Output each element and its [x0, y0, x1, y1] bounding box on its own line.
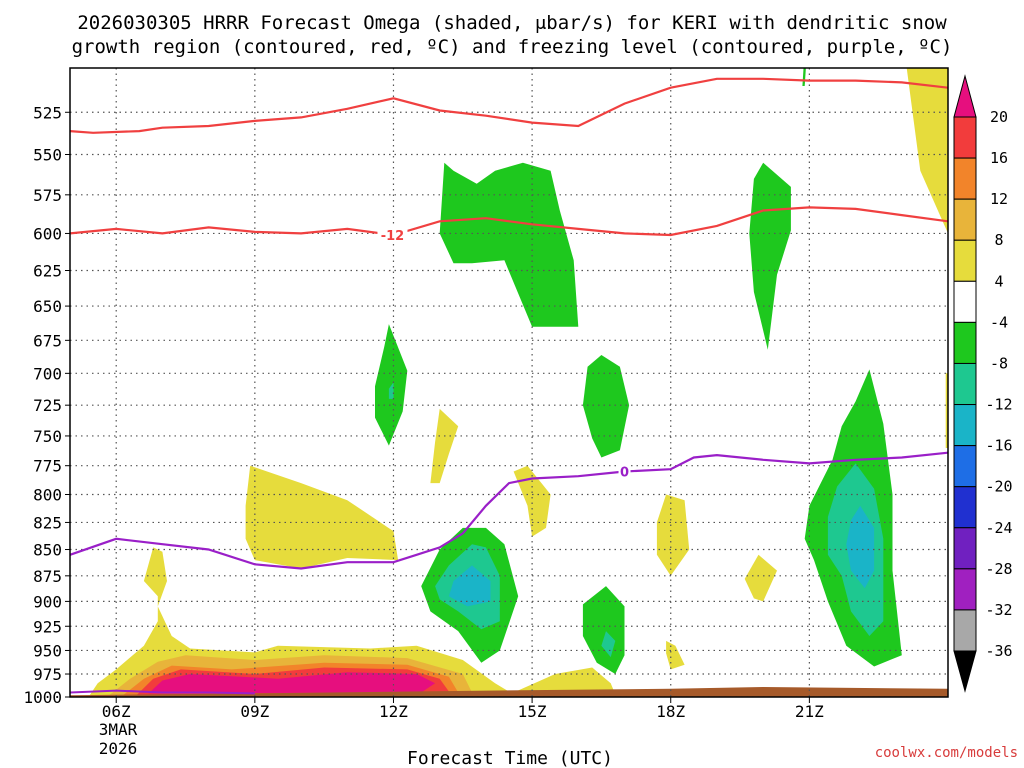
colorbar-top-arrow — [953, 74, 977, 118]
omega-shade-5-level-4 — [245, 465, 399, 569]
colorbar-label-16: 16 — [990, 149, 1008, 167]
x-tick-label-09Z: 09Z — [240, 702, 269, 721]
terrain-surface — [70, 687, 948, 697]
y-tick-label-675: 675 — [33, 331, 62, 350]
omega-shade-26-level--12 — [846, 505, 875, 589]
colorbar-swatch-2 — [953, 198, 977, 241]
colorbar-label--16: -16 — [985, 437, 1012, 455]
chart-title-line-2: growth region (contoured, red, ºC) and f… — [72, 36, 953, 58]
omega-shade-4-level-20 — [148, 672, 436, 694]
credit-link[interactable]: coolwx.com/models — [875, 745, 1018, 761]
plot-area: -12 0 — [69, 67, 949, 698]
colorbar-swatch-3 — [953, 239, 977, 282]
x-axis-label: Forecast Time (UTC) — [407, 748, 613, 768]
omega-shade-22-level--4 — [582, 586, 625, 674]
omega-shade-15-level--4 — [375, 324, 408, 446]
omega-shade-23-level--8 — [601, 631, 616, 658]
omega-shade-9-level-4 — [744, 554, 777, 602]
y-tick-label-650: 650 — [33, 297, 62, 316]
colorbar-swatch-7 — [953, 404, 977, 447]
plot-frame — [69, 67, 949, 698]
omega-shade-17-level--4 — [582, 355, 630, 458]
y-tick-label-750: 750 — [33, 427, 62, 446]
colorbar-swatch-9 — [953, 486, 977, 529]
freezing-level-line — [70, 451, 948, 570]
y-tick-label-925: 925 — [33, 617, 62, 636]
y-tick-label-825: 825 — [33, 513, 62, 532]
y-tick-label-800: 800 — [33, 486, 62, 505]
y-tick-label-575: 575 — [33, 186, 62, 205]
omega-shade-16-level--8 — [388, 382, 394, 399]
y-tick-label-700: 700 — [33, 364, 62, 383]
colorbar-swatch-8 — [953, 445, 977, 488]
omega-shade-21-level--12 — [448, 565, 491, 607]
freezing-level-label-bg — [618, 463, 631, 479]
colorbar-swatch-5 — [953, 321, 977, 364]
colorbar-label--36: -36 — [985, 642, 1012, 660]
y-tick-label-550: 550 — [33, 145, 62, 164]
colorbar-label--12: -12 — [985, 396, 1012, 414]
y-tick-label-775: 775 — [33, 457, 62, 476]
omega-shade-12-level-4 — [906, 68, 948, 234]
omega-shade-8-level-4 — [656, 494, 690, 576]
colorbar-label-4: 4 — [994, 272, 1003, 290]
lower-freezing-level-line — [70, 689, 255, 695]
y-tick-label-850: 850 — [33, 541, 62, 560]
y-tick-label-950: 950 — [33, 641, 62, 660]
colorbar-label-20: 20 — [990, 108, 1008, 126]
y-axis-ticks: 525 550 575 600 625 650 675 700 725 750 775 800 825 8… — [23, 103, 70, 707]
colorbar-bottom-arrow — [953, 650, 977, 693]
omega-shade-7-level-4 — [513, 465, 551, 537]
colorbar-label--8: -8 — [990, 354, 1008, 372]
y-tick-label-525: 525 — [33, 103, 62, 122]
colorbar-label--28: -28 — [985, 560, 1012, 578]
date-label-year: 2026 — [99, 739, 138, 758]
omega-shade-27-level--4 — [802, 68, 806, 86]
y-tick-label-1000: 1000 — [23, 688, 62, 707]
colorbar-swatch-12 — [953, 609, 977, 652]
freezing-level-label: 0 — [620, 466, 629, 481]
x-tick-label-21Z: 21Z — [795, 702, 824, 721]
colorbar-swatch-11 — [953, 568, 977, 611]
omega-shade-14-level--4 — [439, 162, 579, 327]
colorbar-label-8: 8 — [994, 231, 1003, 249]
y-tick-label-875: 875 — [33, 567, 62, 586]
x-tick-label-06Z: 06Z — [102, 702, 131, 721]
x-axis-ticks: 06Z 09Z 12Z 15Z 18Z 21Z — [102, 697, 824, 721]
colorbar-swatch-0 — [953, 116, 977, 159]
y-tick-label-600: 600 — [33, 224, 62, 243]
omega-shade-6-level-4 — [430, 408, 459, 484]
colorbar-label--20: -20 — [985, 478, 1012, 496]
dgz-contour-label: -12 — [381, 229, 405, 244]
omega-shade-11-level-4 — [513, 667, 616, 695]
x-tick-label-15Z: 15Z — [518, 702, 547, 721]
y-tick-label-975: 975 — [33, 665, 62, 684]
colorbar-swatch-1 — [953, 157, 977, 200]
x-tick-label-18Z: 18Z — [656, 702, 685, 721]
chart-title-line-1: 2026030305 HRRR Forecast Omega (shaded, … — [77, 12, 947, 34]
y-tick-label-725: 725 — [33, 396, 62, 415]
colorbar-label--32: -32 — [985, 601, 1012, 619]
dgz-contour-line-1 — [70, 206, 948, 237]
colorbar-swatch-6 — [953, 362, 977, 406]
date-label-day: 3MAR — [99, 720, 138, 739]
y-tick-label-625: 625 — [33, 261, 62, 280]
dgz-contour-label-bg — [377, 226, 408, 242]
x-tick-label-12Z: 12Z — [379, 702, 408, 721]
y-tick-label-900: 900 — [33, 592, 62, 611]
colorbar-swatch-4 — [953, 280, 977, 323]
plot-inner: -12 0 — [70, 68, 948, 697]
colorbar-label--24: -24 — [985, 519, 1012, 537]
colorbar: 20 16 12 8 4 -4 -8 -12 -16 -20 -24 -28 -32 -36 — [953, 74, 1013, 693]
colorbar-label-12: 12 — [990, 190, 1008, 208]
colorbar-label--4: -4 — [990, 313, 1008, 331]
colorbar-swatch-10 — [953, 527, 977, 570]
dgz-contour-line-0 — [70, 77, 948, 134]
